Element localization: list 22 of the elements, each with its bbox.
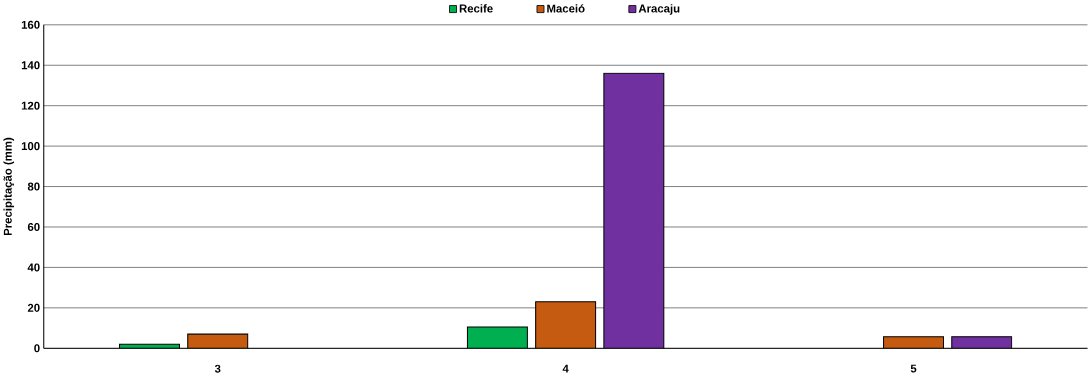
legend-label: Recife <box>459 4 493 13</box>
y-tick-label: 100 <box>21 142 40 151</box>
bar <box>466 326 528 349</box>
y-tick-label: 40 <box>27 263 40 272</box>
y-tick-label: 0 <box>34 344 40 353</box>
y-tick-label: 80 <box>27 182 40 191</box>
bar <box>187 334 248 349</box>
bar <box>883 336 945 349</box>
x-tick-label: 4 <box>562 364 569 373</box>
legend-label: Maceió <box>547 4 585 13</box>
y-tick-label: 160 <box>21 20 40 29</box>
bar <box>603 73 664 349</box>
legend-label: Aracaju <box>638 4 680 15</box>
bar <box>951 336 1013 349</box>
y-tick-label: 120 <box>21 101 40 110</box>
bar <box>535 301 596 349</box>
x-tick-label: 3 <box>214 364 221 373</box>
y-tick-label: 60 <box>27 222 40 231</box>
y-tick-label: 20 <box>27 303 40 312</box>
y-tick-label: 140 <box>21 61 40 70</box>
y-axis-title: Precipitação (mm) <box>3 137 15 236</box>
x-tick-label: 5 <box>910 364 917 373</box>
